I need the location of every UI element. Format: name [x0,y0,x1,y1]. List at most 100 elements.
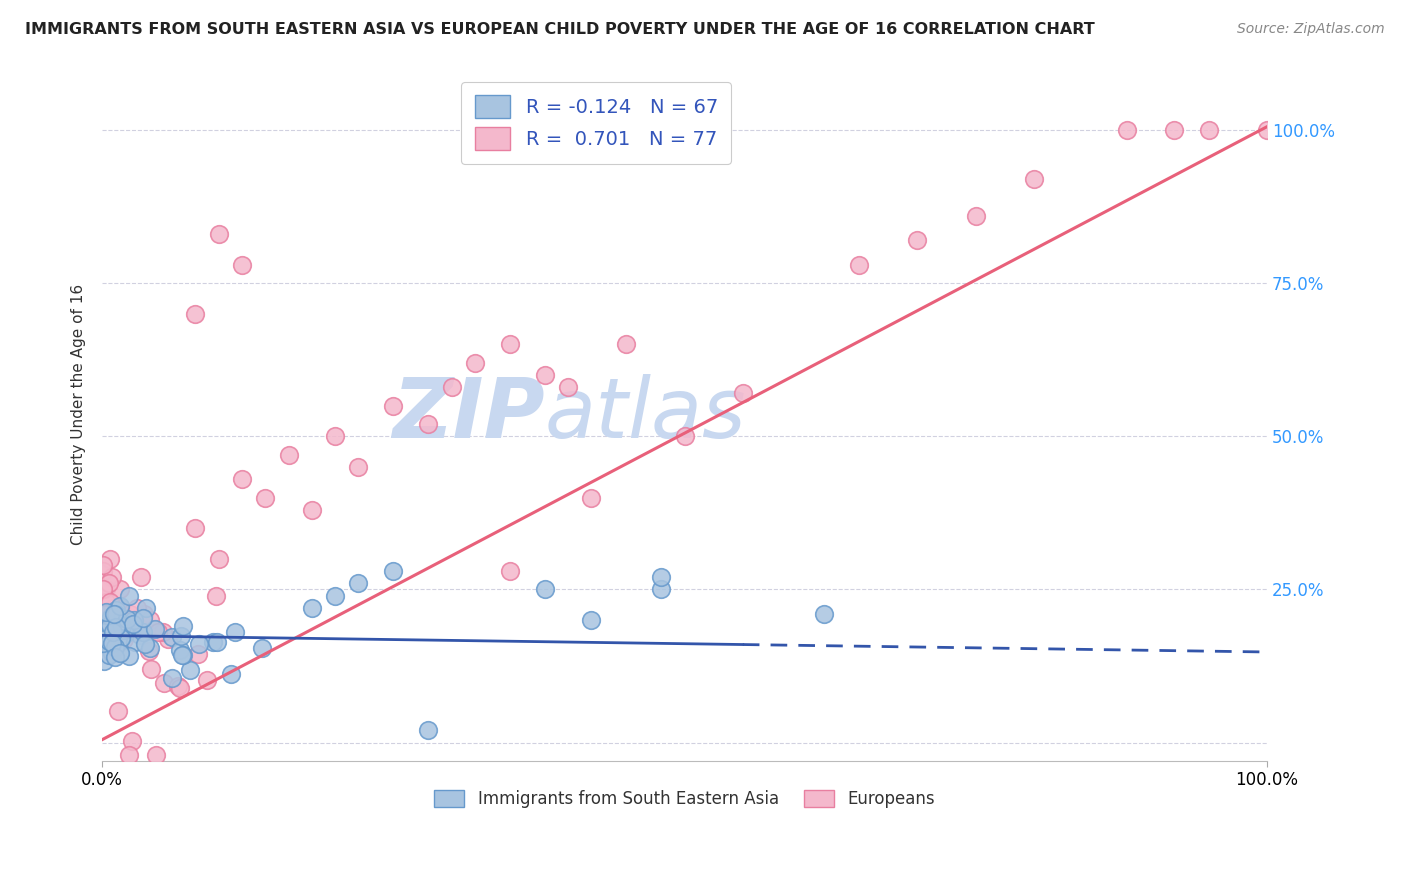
Point [195,673,218,688]
Point [1022,171,1045,186]
Point [224,624,246,639]
Point [813,607,835,621]
Point [219,667,242,681]
Point [581,613,603,627]
Point [118,607,141,621]
Point [301,600,323,615]
Point [1163,123,1185,137]
Point [118,649,141,664]
Point [650,582,672,597]
Point [111,616,134,631]
Point [301,503,323,517]
Point [100,609,122,624]
Point [208,227,231,241]
Point [231,258,253,272]
Point [650,570,672,584]
Point [131,625,153,640]
Text: atlas: atlas [544,375,747,455]
Point [418,417,440,431]
Point [172,619,194,633]
Point [166,679,188,693]
Point [323,589,346,603]
Point [104,625,127,640]
Point [100,570,122,584]
Point [104,607,127,621]
Point [132,607,155,621]
Point [104,620,127,634]
Text: ZIP: ZIP [392,375,544,455]
Point [114,626,136,640]
Point [907,233,929,247]
Point [105,638,128,652]
Point [111,613,134,627]
Point [152,625,174,640]
Point [108,599,131,614]
Point [98,595,121,609]
Point [1198,123,1220,137]
Point [205,589,228,603]
Point [98,619,121,633]
Point [118,747,141,762]
Point [124,635,146,649]
Point [112,632,135,646]
Point [94,607,117,621]
Point [93,654,115,668]
Point [187,647,209,661]
Point [347,576,370,591]
Point [1116,123,1139,137]
Point [172,648,194,662]
Point [347,459,370,474]
Point [98,551,121,566]
Point [184,521,207,535]
Text: IMMIGRANTS FROM SOUTH EASTERN ASIA VS EUROPEAN CHILD POVERTY UNDER THE AGE OF 16: IMMIGRANTS FROM SOUTH EASTERN ASIA VS EU… [25,22,1095,37]
Point [111,630,134,644]
Legend: Immigrants from South Eastern Asia, Europeans: Immigrants from South Eastern Asia, Euro… [427,783,942,815]
Point [557,380,579,394]
Point [129,570,152,584]
Point [533,368,555,382]
Point [129,625,152,640]
Point [440,380,463,394]
Point [188,637,211,651]
Point [93,632,115,647]
Point [731,386,754,401]
Point [121,734,143,748]
Point [169,642,191,657]
Point [110,600,132,615]
Point [499,337,522,351]
Point [148,625,170,640]
Point [382,564,405,578]
Point [965,209,987,223]
Point [122,616,145,631]
Point [93,582,115,597]
Point [250,640,273,655]
Point [277,448,299,462]
Point [160,630,183,644]
Point [143,622,166,636]
Point [139,662,162,676]
Point [207,635,229,649]
Point [254,491,277,505]
Point [114,619,136,633]
Point [94,619,117,633]
Point [673,429,696,443]
Point [132,611,155,625]
Point [108,647,131,661]
Point [94,595,117,609]
Point [110,631,132,645]
Point [97,634,120,648]
Point [135,600,157,615]
Point [100,636,122,650]
Point [169,681,191,695]
Point [108,582,131,597]
Point [107,704,129,718]
Point [96,582,118,597]
Point [110,619,132,633]
Point [93,644,115,658]
Point [848,258,870,272]
Point [103,625,125,640]
Point [156,632,179,646]
Point [533,582,555,597]
Point [93,613,115,627]
Point [93,638,115,652]
